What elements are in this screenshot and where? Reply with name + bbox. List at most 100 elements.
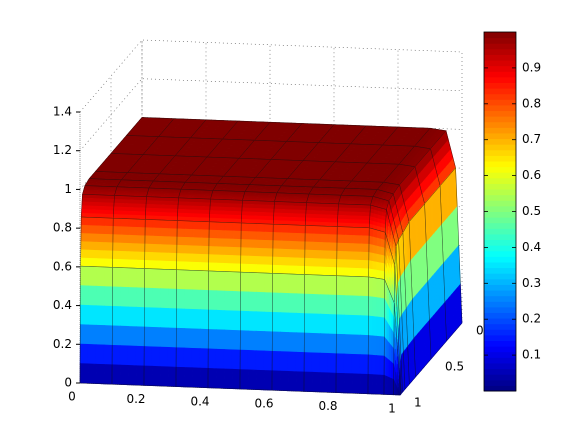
surface-patch xyxy=(217,210,227,216)
surface-patch xyxy=(280,248,290,258)
surface-patch xyxy=(368,227,374,238)
surface-patch xyxy=(312,233,322,243)
surface-patch xyxy=(136,251,146,261)
colorbar-cell xyxy=(484,245,516,252)
surface-patch xyxy=(169,201,179,206)
surface-patch xyxy=(263,350,273,372)
surface-patch xyxy=(216,270,225,292)
surface-patch xyxy=(380,246,386,257)
colorbar-cell xyxy=(484,194,516,201)
surface-patch xyxy=(97,209,106,215)
surface-patch xyxy=(232,222,242,232)
surface-patch xyxy=(248,231,258,241)
surface-patch xyxy=(273,212,283,218)
surface-patch xyxy=(305,209,315,215)
surface-patch xyxy=(192,237,202,247)
surface-patch xyxy=(200,270,209,291)
surface-patch xyxy=(320,221,330,227)
surface-patch xyxy=(265,208,275,214)
surface-patch xyxy=(152,227,162,237)
surface-patch xyxy=(256,223,266,233)
surface-patch xyxy=(232,218,242,224)
surface-patch xyxy=(121,199,131,204)
surface-patch xyxy=(81,197,91,203)
surface-patch xyxy=(319,372,329,393)
surface-patch xyxy=(176,236,186,246)
surface-patch xyxy=(240,239,250,249)
surface-patch xyxy=(360,223,370,229)
surface-patch xyxy=(272,232,282,242)
surface-patch xyxy=(112,267,121,288)
surface-patch xyxy=(328,294,337,316)
surface-patch xyxy=(249,211,259,217)
surface-patch xyxy=(191,328,201,349)
surface-patch xyxy=(177,212,186,218)
surface-patch xyxy=(264,219,274,225)
surface-patch xyxy=(216,238,226,248)
surface-patch xyxy=(89,198,99,203)
surface-patch xyxy=(320,250,330,260)
surface-patch xyxy=(97,202,107,207)
surface-patch xyxy=(183,347,193,369)
surface-patch xyxy=(329,210,339,216)
surface-patch xyxy=(200,262,210,272)
surface-patch xyxy=(88,249,98,259)
colorbar-cell xyxy=(484,43,516,50)
surface-patch xyxy=(297,205,307,211)
surface-patch xyxy=(192,308,201,330)
surface-patch xyxy=(280,240,290,250)
surface-patch xyxy=(319,333,329,354)
surface-patch xyxy=(297,202,307,207)
surface-patch xyxy=(328,258,338,268)
surface-patch xyxy=(201,206,211,211)
surface-patch xyxy=(112,286,121,307)
surface-patch xyxy=(144,260,154,270)
surface-patch xyxy=(216,309,225,331)
surface-patch xyxy=(152,215,162,221)
surface-patch xyxy=(279,370,289,392)
surface-patch xyxy=(127,365,137,386)
surface-patch xyxy=(371,335,377,356)
colorbar-cell xyxy=(484,200,516,207)
surface-patch xyxy=(192,253,202,263)
surface-patch xyxy=(136,235,146,245)
surface-patch xyxy=(144,243,154,253)
surface-patch xyxy=(224,246,234,256)
surface-patch xyxy=(177,208,187,214)
surface-patch xyxy=(200,237,210,247)
colorbar-cell xyxy=(484,205,516,212)
surface-patch xyxy=(225,206,235,212)
surface-patch xyxy=(104,286,113,307)
surface-patch xyxy=(104,305,113,327)
surface-patch xyxy=(231,368,241,390)
surface-patch xyxy=(185,197,195,203)
surface-patch xyxy=(199,348,209,369)
surface-patch xyxy=(128,251,138,261)
surface-patch xyxy=(192,217,202,222)
surface-patch xyxy=(224,218,234,224)
surface-patch xyxy=(184,253,194,263)
surface-patch xyxy=(329,207,339,212)
surface-patch xyxy=(209,206,219,212)
surface-patch xyxy=(80,257,90,267)
surface-patch xyxy=(256,256,266,266)
surface-patch xyxy=(200,217,210,223)
surface-patch xyxy=(168,260,178,271)
surface-patch xyxy=(288,240,298,250)
surface-patch xyxy=(208,254,218,264)
surface-patch xyxy=(281,212,291,218)
surface-patch xyxy=(111,364,121,385)
surface-patch xyxy=(380,270,386,280)
surface-patch xyxy=(352,267,362,277)
surface-patch xyxy=(304,257,314,267)
surface-patch xyxy=(152,307,161,328)
surface-patch xyxy=(241,203,251,209)
surface-patch xyxy=(312,225,322,235)
surface-patch xyxy=(119,325,129,347)
surface-patch xyxy=(160,236,170,246)
surface-patch xyxy=(248,291,257,313)
surface-patch xyxy=(328,226,338,236)
surface-patch xyxy=(144,219,154,229)
surface-patch xyxy=(328,314,337,335)
surface-patch xyxy=(304,225,314,235)
